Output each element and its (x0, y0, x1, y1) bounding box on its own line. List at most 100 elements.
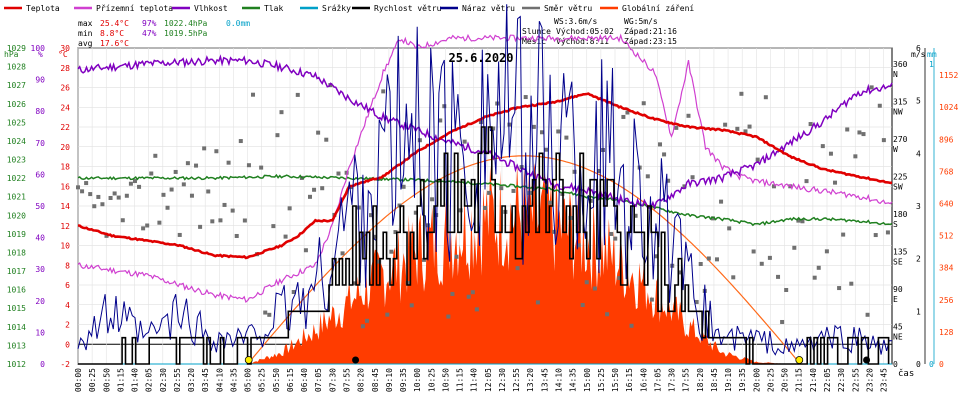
x-tick-label: 17:05 (653, 368, 662, 392)
mm-axis-label: mm (927, 50, 937, 59)
hpa-tick-label: 1021 (7, 193, 26, 202)
wind-direction-point (617, 276, 622, 281)
wind-direction-point (605, 312, 610, 317)
moonrise-info: Východ:8:11 (556, 37, 609, 46)
wind-direction-point (873, 233, 878, 238)
wind-direction-point (845, 127, 850, 132)
hpa-tick-label: 1024 (7, 137, 26, 146)
wind-direction-point (515, 266, 520, 271)
x-tick-label: 12:55 (512, 368, 521, 392)
wind-direction-point (401, 184, 406, 189)
wind-direction-point (454, 254, 459, 259)
wind-direction-point (759, 261, 764, 266)
humidity-tick-label: 50 (35, 202, 45, 211)
temp-tick-label: 16 (60, 182, 70, 191)
direction-tick-label: 135 (893, 248, 908, 257)
stats-pressure: 1022.4hPa (164, 19, 208, 28)
wind-direction-point (295, 92, 300, 97)
x-tick-label: 19:35 (738, 368, 747, 392)
x-tick-label: 04:35 (229, 368, 238, 392)
x-tick-label: 02:05 (145, 368, 154, 392)
wind-direction-point (116, 195, 121, 200)
wind-direction-point (202, 146, 207, 151)
wind-direction-point (413, 210, 418, 215)
x-tick-label: 00:50 (102, 368, 111, 392)
wind-direction-point (881, 138, 886, 143)
direction-tick-label: W (893, 145, 898, 154)
temp-tick-label: 8 (65, 261, 70, 270)
temp-tick-label: -2 (60, 360, 70, 369)
wind-direction-point (385, 312, 390, 317)
wind-direction-point (76, 185, 80, 190)
wind-direction-point (592, 286, 597, 291)
wind-direction-point (539, 130, 544, 135)
stats-label: avg (78, 39, 93, 48)
wind-direction-point (145, 223, 150, 228)
direction-tick-label: 270 (893, 135, 908, 144)
wind-direction-point (169, 187, 174, 192)
wind-direction-point (833, 180, 838, 185)
wind-direction-point (344, 170, 349, 175)
ms-tick-label: 0 (916, 360, 921, 369)
moonrise-marker (352, 356, 360, 364)
x-tick-label: 16:40 (639, 368, 648, 392)
ms-tick-label: 1 (916, 307, 921, 316)
wind-direction-point (633, 213, 638, 218)
wind-direction-point (438, 118, 443, 123)
wind-direction-point (446, 314, 451, 319)
ms-tick-label: 5 (916, 97, 921, 106)
wind-direction-point (409, 303, 414, 308)
x-tick-label: 13:45 (540, 368, 549, 392)
wind-direction-point (694, 299, 699, 304)
humidity-tick-label: 70 (35, 139, 45, 148)
wind-direction-point (629, 323, 634, 328)
x-tick-label: 22:55 (851, 368, 860, 392)
wind-direction-point (462, 139, 467, 144)
x-tick-label: 12:30 (498, 368, 507, 392)
wind-direction-point (613, 236, 618, 241)
wind-direction-point (767, 255, 772, 260)
direction-tick-label: S (893, 220, 898, 229)
wind-direction-point (776, 274, 781, 279)
wind-direction-point (763, 95, 768, 100)
direction-tick-label: 315 (893, 98, 908, 107)
legend-label: Rychlost větru (374, 4, 442, 13)
wind-direction-point (507, 122, 512, 127)
wind-direction-point (706, 256, 711, 261)
series-ground-temperature (77, 33, 893, 304)
wind-direction-point (120, 218, 125, 223)
wind-direction-point (324, 137, 329, 142)
wind-direction-point (800, 219, 805, 224)
x-axis-label: čas (898, 368, 914, 379)
wind-direction-point (112, 191, 117, 196)
wind-direction-point (157, 220, 162, 225)
direction-tick-label: NE (893, 333, 903, 342)
x-tick-label: 20:00 (752, 368, 761, 392)
wind-direction-point (816, 265, 821, 270)
wind-direction-point (556, 129, 561, 134)
hpa-tick-label: 1020 (7, 211, 26, 220)
wind-direction-point (214, 149, 219, 154)
temp-tick-label: 20 (60, 143, 70, 152)
humidity-tick-label: 30 (35, 265, 45, 274)
wind-direction-point (499, 186, 504, 191)
x-tick-label: 10:25 (427, 368, 436, 392)
ms-axis-label: m/s (911, 50, 926, 59)
wind-direction-point (625, 110, 630, 115)
wind-direction-point (751, 249, 756, 254)
wind-direction-point (161, 192, 166, 197)
wind-direction-point (100, 202, 105, 207)
x-tick-label: 08:45 (371, 368, 380, 392)
hpa-tick-label: 1017 (7, 267, 26, 276)
x-tick-label: 19:10 (724, 368, 733, 392)
temp-tick-label: 0 (65, 340, 70, 349)
wind-direction-point (662, 152, 667, 157)
legend-label: Vlhkost (194, 4, 228, 13)
x-tick-label: 15:50 (611, 368, 620, 392)
plot-area (76, 4, 893, 365)
stats-label: max (78, 19, 93, 28)
x-tick-label: 18:45 (710, 368, 719, 392)
wind-direction-point (857, 130, 862, 135)
wind-direction-point (177, 232, 182, 237)
x-tick-label: 02:55 (173, 368, 182, 392)
